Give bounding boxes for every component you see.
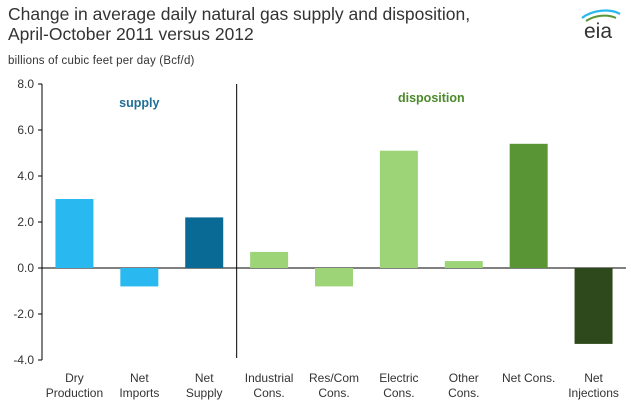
disposition-annotation: disposition (398, 91, 465, 105)
x-tick-label-line-1: Net Cons. (502, 371, 555, 385)
x-tick-label-line-1: Other (449, 371, 479, 385)
bar (444, 261, 483, 268)
y-axis-units-label: billions of cubic feet per day (Bcf/d) (8, 55, 195, 67)
bar (55, 199, 94, 268)
x-tick-label-line-1: Net (584, 371, 603, 385)
x-tick-label-line-2: Cons. (318, 386, 349, 400)
x-tick-label-line-1: Net (195, 371, 214, 385)
x-tick-label-line-2: Cons. (253, 386, 284, 400)
labels-layer: 8.06.04.02.00.0-2.0-4.0DryProductionNetI… (13, 77, 619, 400)
x-tick-label-line-2: Imports (119, 386, 159, 400)
y-tick-label: 4.0 (17, 169, 34, 183)
x-tick-label-line-2: Cons. (448, 386, 479, 400)
bar (185, 217, 224, 268)
bar (574, 268, 613, 344)
y-tick-label: -2.0 (13, 307, 34, 321)
x-tick-label-line-1: Net (130, 371, 149, 385)
x-tick-label-line-1: Dry (65, 371, 84, 385)
chart-title: Change in average daily natural gas supp… (8, 4, 548, 44)
x-tick-label-line-1: Electric (379, 371, 418, 385)
x-tick-label-line-1: Res/Com (309, 371, 359, 385)
x-tick-label-line-1: Industrial (245, 371, 294, 385)
x-tick-label-line-2: Supply (186, 386, 223, 400)
chart-title-line-1: Change in average daily natural gas supp… (8, 4, 471, 24)
bar (120, 268, 159, 287)
x-tick-label-line-2: Injections (568, 386, 619, 400)
y-tick-label: 0.0 (17, 261, 34, 275)
y-tick-label: -4.0 (13, 353, 34, 367)
chart-title-line-2: April-October 2011 versus 2012 (8, 24, 254, 44)
supply-annotation: supply (119, 96, 159, 110)
eia-logo-text: eia (584, 20, 612, 43)
bar (379, 150, 418, 268)
bar (509, 143, 548, 268)
y-tick-label: 8.0 (17, 77, 34, 91)
y-tick-label: 6.0 (17, 123, 34, 137)
bars-layer (55, 143, 613, 344)
x-tick-label-line-2: Production (46, 386, 103, 400)
x-tick-label-line-2: Cons. (383, 386, 414, 400)
y-tick-label: 2.0 (17, 215, 34, 229)
bar (315, 268, 353, 287)
bar (250, 251, 289, 268)
eia-logo-icon: eia (581, 9, 621, 43)
